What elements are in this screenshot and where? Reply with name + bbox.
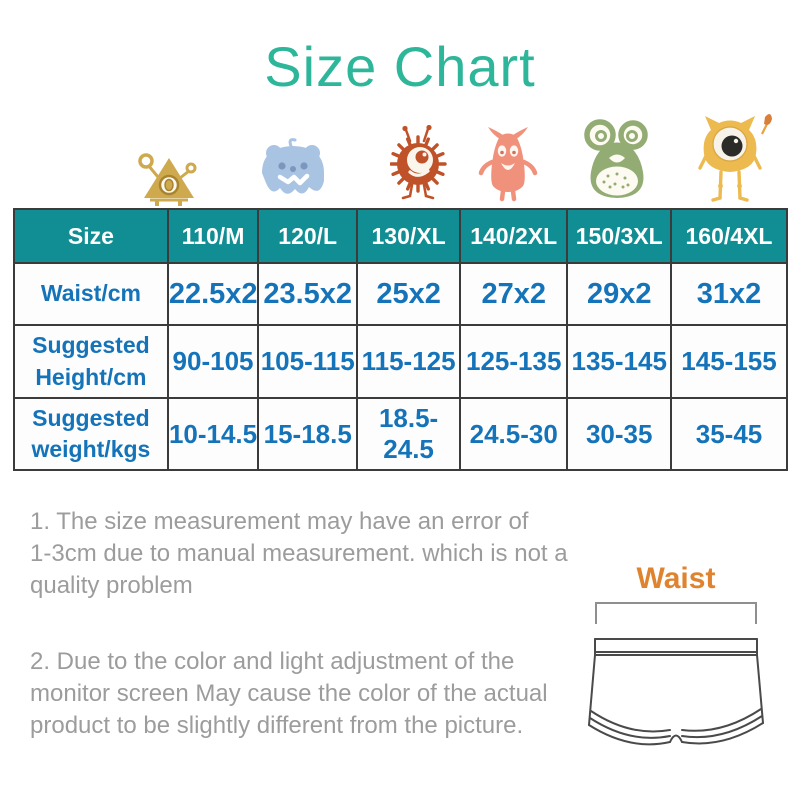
- table-header-row: Size 110/M 120/L 130/XL 140/2XL 150/3XL …: [13, 208, 788, 264]
- height-value: 135-145: [566, 324, 672, 399]
- note-measurement-error: 1. The size measurement may have an erro…: [30, 506, 568, 602]
- weight-value: 30-35: [566, 397, 672, 471]
- weight-value: 15-18.5: [257, 397, 359, 471]
- row-label-height: Suggested Height/cm: [13, 324, 169, 399]
- horned-monster-icon: [478, 127, 538, 202]
- stalk-eye-monster-icon: [584, 119, 648, 198]
- weight-value: 10-14.5: [166, 397, 260, 471]
- column-header-110m: 110/M: [166, 208, 260, 264]
- note-line: 1-3cm due to manual measurement. which i…: [30, 540, 568, 567]
- one-eye-monster-icon: [698, 113, 772, 202]
- waist-measure-label: Waist: [636, 562, 716, 595]
- height-value: 105-115: [257, 324, 359, 399]
- page-title: Size Chart: [264, 35, 536, 98]
- weight-value: 24.5-30: [458, 397, 569, 471]
- waist-value: 22.5x2: [166, 262, 260, 326]
- note-line: 1. The size measurement may have an erro…: [30, 508, 529, 535]
- waist-value: 27x2: [458, 262, 569, 326]
- column-header-150-3xl: 150/3XL: [566, 208, 672, 264]
- note-line: 2. Due to the color and light adjustment…: [30, 648, 515, 675]
- column-header-size: Size: [13, 208, 169, 264]
- measure-bracket-icon: [595, 602, 757, 624]
- table-row-waist: Waist/cm 22.5x2 23.5x2 25x2 27x2 29x2 31…: [13, 262, 788, 326]
- note-line: monitor screen May cause the color of th…: [30, 680, 548, 707]
- row-label-waist: Waist/cm: [13, 262, 169, 326]
- table-row-height: Suggested Height/cm 90-105 105-115 115-1…: [13, 324, 788, 399]
- triangle-monster-icon: [138, 153, 197, 206]
- waist-value: 23.5x2: [257, 262, 359, 326]
- table-row-weight: Suggested weight/kgs 10-14.5 15-18.5 18.…: [13, 397, 788, 471]
- height-value: 145-155: [670, 324, 788, 399]
- weight-value: 18.5-24.5: [356, 397, 461, 471]
- column-header-130xl: 130/XL: [356, 208, 461, 264]
- height-value: 115-125: [356, 324, 461, 399]
- height-value: 125-135: [458, 324, 569, 399]
- shorts-outline-icon: [588, 638, 764, 746]
- column-header-160-4xl: 160/4XL: [670, 208, 788, 264]
- weight-value: 35-45: [670, 397, 788, 471]
- note-line: quality problem: [30, 572, 193, 599]
- height-value: 90-105: [166, 324, 260, 399]
- size-chart-table: Size 110/M 120/L 130/XL 140/2XL 150/3XL …: [13, 208, 788, 471]
- waist-value: 25x2: [356, 262, 461, 326]
- note-color-difference: 2. Due to the color and light adjustment…: [30, 646, 548, 742]
- blob-monster-icon: [262, 138, 324, 194]
- note-line: product to be slightly different from th…: [30, 712, 524, 739]
- spiky-monster-icon: [390, 124, 447, 200]
- waist-value: 31x2: [670, 262, 788, 326]
- row-label-weight: Suggested weight/kgs: [13, 397, 169, 471]
- column-header-120l: 120/L: [257, 208, 359, 264]
- waist-value: 29x2: [566, 262, 672, 326]
- column-header-140-2xl: 140/2XL: [458, 208, 569, 264]
